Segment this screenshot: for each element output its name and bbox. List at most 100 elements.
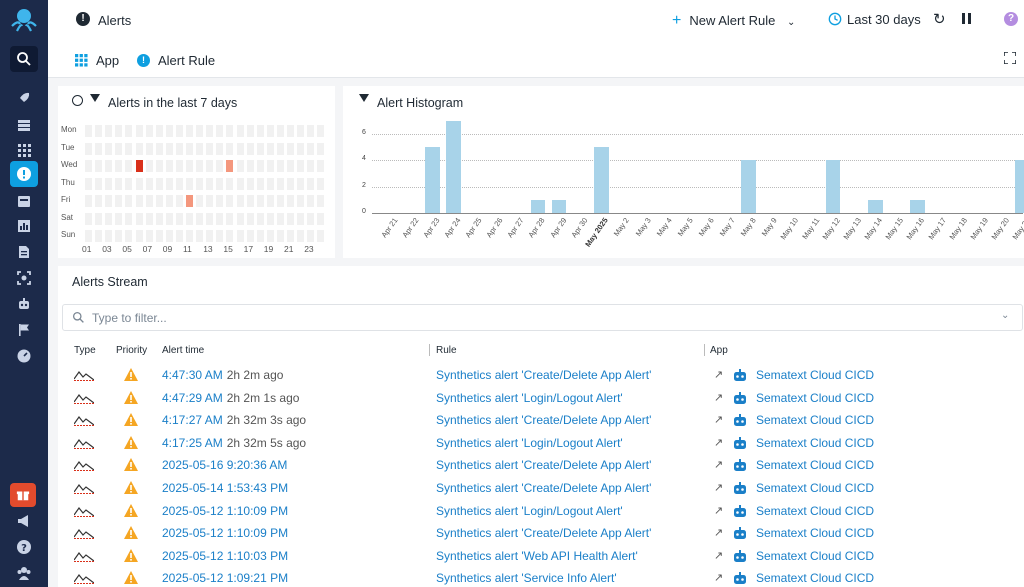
heatmap-cell[interactable] — [236, 230, 244, 242]
fullscreen-icon[interactable] — [1004, 52, 1016, 64]
heatmap-cell[interactable] — [256, 195, 264, 207]
heatmap-cell[interactable] — [307, 177, 315, 190]
heatmap-cell[interactable] — [95, 160, 103, 172]
heatmap-cell[interactable] — [287, 195, 294, 207]
column-rule[interactable]: Rule — [436, 345, 457, 356]
sidebar-item-experience[interactable] — [12, 86, 36, 110]
heatmap-cell[interactable] — [276, 230, 284, 242]
histogram-bar[interactable] — [551, 199, 567, 213]
heatmap-cell[interactable] — [145, 142, 153, 155]
heatmap-cell[interactable] — [105, 142, 113, 155]
heatmap-cell[interactable] — [226, 125, 234, 137]
app-filter[interactable]: App — [75, 53, 119, 68]
heatmap-cell[interactable] — [135, 142, 143, 155]
column-alert-time[interactable]: Alert time — [162, 345, 205, 356]
heatmap-cell[interactable] — [307, 195, 315, 207]
sidebar-item-tracing[interactable] — [12, 266, 36, 290]
filter-input[interactable] — [62, 304, 1023, 331]
heatmap-cell[interactable] — [287, 142, 294, 155]
alert-rule-link[interactable]: Synthetics alert 'Create/Delete App Aler… — [436, 526, 652, 541]
octopus-logo[interactable] — [8, 6, 40, 34]
heatmap-cell[interactable] — [125, 142, 133, 155]
heatmap-cell[interactable] — [317, 177, 325, 190]
sidebar-item-inbox[interactable] — [12, 189, 36, 213]
app-link[interactable]: Sematext Cloud CICD — [756, 481, 875, 495]
heatmap-cell[interactable] — [236, 212, 244, 225]
heatmap-cell[interactable] — [266, 195, 274, 207]
heatmap-cell[interactable] — [186, 160, 193, 172]
heatmap-cell[interactable] — [85, 142, 92, 155]
heatmap-cell[interactable] — [276, 142, 284, 155]
heatmap-cell[interactable] — [175, 212, 183, 225]
heatmap-cell[interactable] — [206, 195, 214, 207]
sidebar-item-team[interactable] — [12, 561, 36, 585]
alert-rule-link[interactable]: Synthetics alert 'Service Info Alert' — [436, 571, 617, 586]
heatmap-cell[interactable] — [196, 125, 204, 137]
heatmap-cell[interactable] — [307, 160, 315, 172]
heatmap-cell[interactable] — [287, 230, 294, 242]
heatmap-cell[interactable] — [165, 142, 173, 155]
heatmap-cell[interactable] — [246, 160, 254, 172]
alert-time[interactable]: 4:47:30 AM 2h 2m ago — [162, 368, 283, 382]
external-link-icon[interactable]: ↗ — [714, 436, 724, 449]
heatmap-cell[interactable] — [196, 195, 204, 207]
heatmap-cell[interactable] — [125, 125, 133, 137]
heatmap-cell[interactable] — [95, 195, 103, 207]
heatmap-cell[interactable] — [256, 177, 264, 190]
sidebar-item-announcements[interactable] — [12, 509, 36, 533]
heatmap-cell[interactable] — [135, 195, 143, 207]
external-link-icon[interactable]: ↗ — [714, 527, 724, 540]
heatmap-cell[interactable] — [276, 195, 284, 207]
heatmap-cell[interactable] — [175, 142, 183, 155]
heatmap-cell[interactable] — [266, 142, 274, 155]
heatmap-cell[interactable] — [186, 195, 193, 207]
alert-rule-link[interactable]: Synthetics alert 'Create/Delete App Aler… — [436, 368, 652, 382]
heatmap-cell[interactable] — [165, 177, 173, 190]
alert-time-value[interactable]: 2025-05-12 1:09:21 PM — [162, 571, 289, 586]
heatmap-cell[interactable] — [266, 160, 274, 172]
heatmap-cell[interactable] — [216, 195, 224, 207]
app-link[interactable]: Sematext Cloud CICD — [756, 571, 875, 586]
alert-time[interactable]: 2025-05-12 1:10:09 PM — [162, 526, 288, 540]
heatmap-cell[interactable] — [155, 212, 163, 225]
heatmap-cell[interactable] — [145, 177, 153, 190]
heatmap-cell[interactable] — [246, 230, 254, 242]
heatmap-cell[interactable] — [85, 160, 92, 172]
heatmap-cell[interactable] — [165, 195, 173, 207]
alert-time[interactable]: 2025-05-16 9:20:36 AM — [162, 458, 287, 472]
external-link-icon[interactable]: ↗ — [714, 414, 724, 427]
alert-time-value[interactable]: 4:47:29 AM — [162, 390, 223, 405]
heatmap-cell[interactable] — [186, 142, 193, 155]
heatmap-cell[interactable] — [175, 177, 183, 190]
heatmap-cell[interactable] — [186, 212, 193, 225]
sidebar-item-help[interactable]: ? — [12, 535, 36, 559]
heatmap-cell[interactable] — [246, 177, 254, 190]
app-link[interactable]: Sematext Cloud CICD — [756, 390, 875, 405]
histogram-bar[interactable] — [446, 121, 461, 213]
alert-rule-filter[interactable]: ! Alert Rule — [137, 53, 215, 68]
heatmap-cell[interactable] — [95, 177, 103, 190]
heatmap-cell[interactable] — [266, 125, 274, 137]
external-link-icon[interactable]: ↗ — [714, 369, 724, 381]
heatmap-cell[interactable] — [85, 125, 92, 137]
heatmap-cell[interactable] — [226, 160, 234, 172]
heatmap-cell[interactable] — [155, 230, 163, 242]
heatmap-cell[interactable] — [155, 195, 163, 207]
heatmap-cell[interactable] — [246, 212, 254, 225]
heatmap-cell[interactable] — [115, 230, 123, 242]
heatmap-cell[interactable] — [297, 125, 305, 137]
heatmap-cell[interactable] — [246, 125, 254, 137]
heatmap-cell[interactable] — [165, 125, 173, 137]
heatmap-cell[interactable] — [266, 230, 274, 242]
time-range-picker[interactable]: Last 30 days — [828, 12, 921, 27]
external-link-icon[interactable]: ↗ — [714, 482, 724, 494]
sidebar-item-events[interactable] — [12, 318, 36, 342]
heatmap-cell[interactable] — [175, 230, 183, 242]
app-link[interactable]: Sematext Cloud CICD — [756, 435, 875, 450]
alert-rule-link[interactable]: Synthetics alert 'Login/Logout Alert' — [436, 503, 623, 518]
heatmap-cell[interactable] — [297, 195, 305, 207]
alert-time[interactable]: 2025-05-14 1:53:43 PM — [162, 481, 288, 495]
heatmap-cell[interactable] — [266, 212, 274, 225]
heatmap-cell[interactable] — [236, 142, 244, 155]
heatmap-cell[interactable] — [287, 160, 294, 172]
